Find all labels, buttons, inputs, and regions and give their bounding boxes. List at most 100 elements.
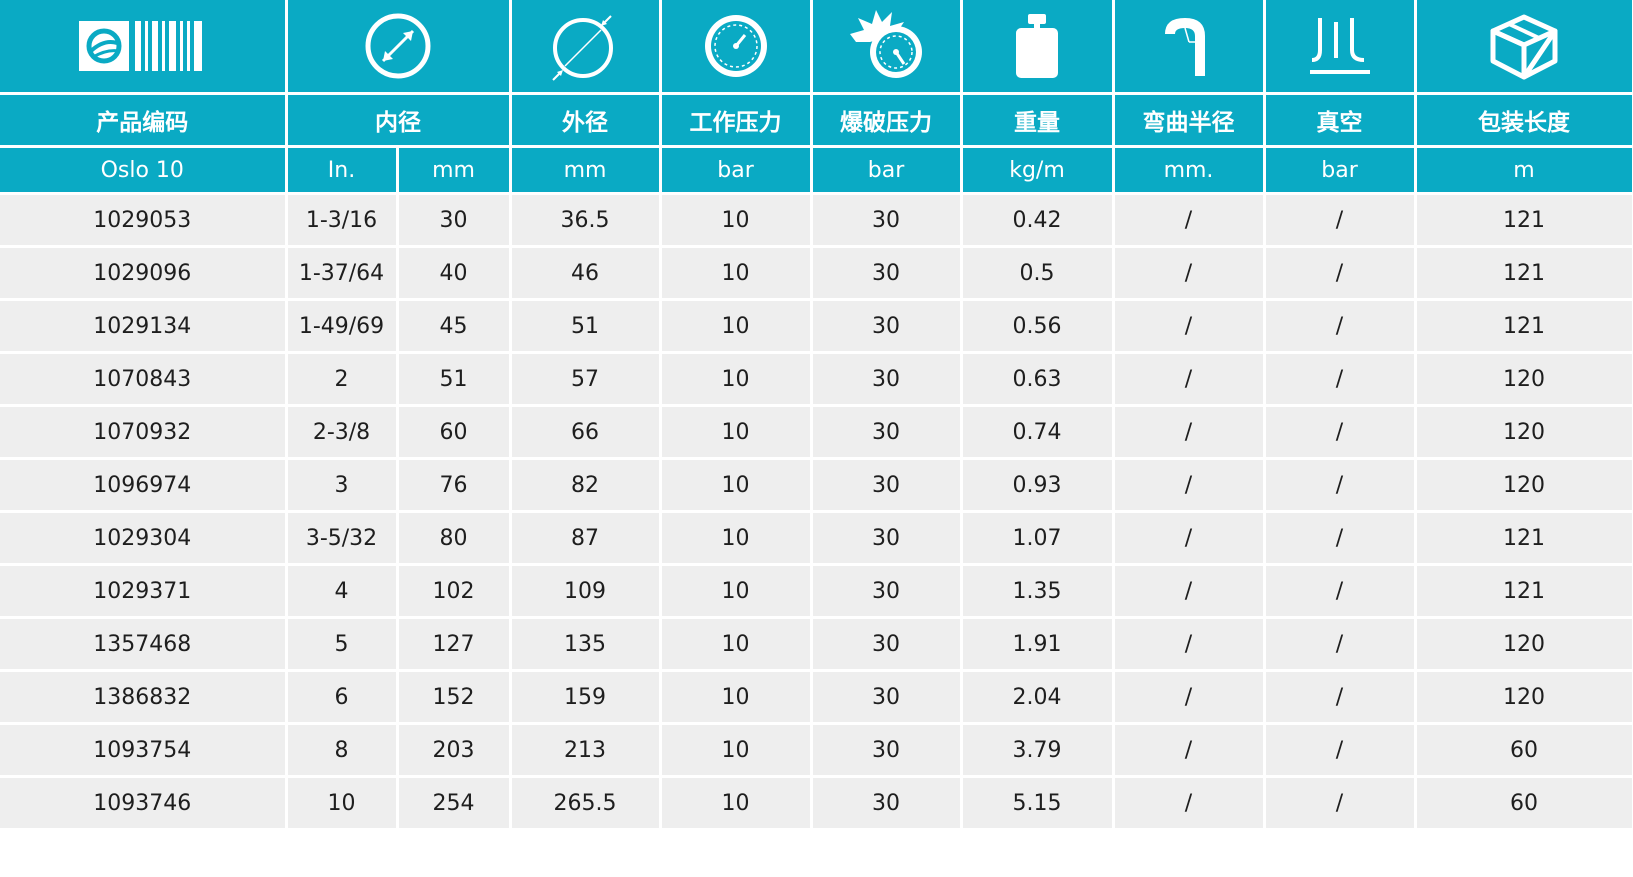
header-bend-radius: 弯曲半径	[1111, 92, 1266, 148]
cell-id-mm: 152	[395, 669, 512, 725]
cell-od: 109	[508, 563, 662, 619]
cell-weight: 0.74	[959, 404, 1115, 460]
cell-bend-radius: /	[1111, 616, 1266, 672]
cell-code: 1386832	[0, 669, 288, 725]
bend-radius-icon	[1116, 0, 1261, 91]
cell-weight: 0.56	[959, 298, 1115, 354]
vacuum-icon	[1267, 0, 1412, 91]
table-row: 1093746 10 254 265.5 10 30 5.15//60	[0, 775, 1633, 831]
cell-id-mm: 40	[395, 245, 512, 301]
cell-vacuum: /	[1262, 722, 1417, 778]
cell-code: 1029371	[0, 563, 288, 619]
cell-code: 1070843	[0, 351, 288, 407]
cell-weight: 5.15	[959, 775, 1115, 831]
cell-length: 120	[1413, 669, 1633, 725]
cell-bend-radius: /	[1111, 192, 1266, 248]
cell-length: 120	[1413, 457, 1633, 513]
cell-length: 120	[1413, 404, 1633, 460]
cell-length: 121	[1413, 563, 1633, 619]
cell-weight: 1.35	[959, 563, 1115, 619]
table-row: 1093754 8 203 213 10 30 3.79//60	[0, 722, 1633, 778]
cell-length: 120	[1413, 351, 1633, 407]
unit-length: m	[1413, 145, 1633, 195]
cell-weight: 0.63	[959, 351, 1115, 407]
header-outer-diameter: 外径	[508, 92, 662, 148]
cell-code: 1029053	[0, 192, 288, 248]
package-box-icon	[1418, 0, 1630, 91]
unit-model: Oslo 10	[0, 145, 288, 195]
cell-bend-radius: /	[1111, 404, 1266, 460]
weight-icon	[964, 0, 1110, 91]
weight-icon-cell	[959, 0, 1115, 95]
barcode-icon	[0, 0, 283, 91]
cell-burst-pressure: 30	[809, 457, 963, 513]
cell-length: 121	[1413, 298, 1633, 354]
cell-code: 1357468	[0, 616, 288, 672]
cell-code: 1096974	[0, 457, 288, 513]
cell-vacuum: /	[1262, 192, 1417, 248]
cell-burst-pressure: 30	[809, 298, 963, 354]
cell-burst-pressure: 30	[809, 510, 963, 566]
cell-code: 1093746	[0, 775, 288, 831]
cell-length: 121	[1413, 510, 1633, 566]
cell-id-in: 10	[284, 775, 399, 831]
cell-bend-radius: /	[1111, 510, 1266, 566]
cell-burst-pressure: 30	[809, 404, 963, 460]
icon-row	[0, 0, 1633, 95]
cell-vacuum: /	[1262, 510, 1417, 566]
table-row: 1070932 2-3/8 60 66 10 30 0.74//120	[0, 404, 1633, 460]
cell-id-mm: 102	[395, 563, 512, 619]
outer-diameter-icon-cell	[508, 0, 662, 95]
cell-working-pressure: 10	[658, 351, 813, 407]
cell-length: 121	[1413, 192, 1633, 248]
cell-id-mm: 76	[395, 457, 512, 513]
cell-od: 87	[508, 510, 662, 566]
cell-id-in: 1-3/16	[284, 192, 399, 248]
header-burst-pressure: 爆破压力	[809, 92, 963, 148]
cell-bend-radius: /	[1111, 722, 1266, 778]
cell-bend-radius: /	[1111, 351, 1266, 407]
cell-weight: 3.79	[959, 722, 1115, 778]
table-row: 1386832 6 152 159 10 30 2.04//120	[0, 669, 1633, 725]
title-row: 产品编码 内径 外径 工作压力 爆破压力 重量 弯曲半径 真空 包装长度	[0, 92, 1633, 148]
cell-burst-pressure: 30	[809, 722, 963, 778]
header-working-pressure: 工作压力	[658, 92, 813, 148]
unit-weight: kg/m	[959, 145, 1115, 195]
cell-length: 120	[1413, 616, 1633, 672]
header-code: 产品编码	[0, 92, 288, 148]
table-row: 1357468 5 127 135 10 30 1.91//120	[0, 616, 1633, 672]
header-weight: 重量	[959, 92, 1115, 148]
header-vacuum: 真空	[1262, 92, 1417, 148]
cell-weight: 0.42	[959, 192, 1115, 248]
cell-burst-pressure: 30	[809, 775, 963, 831]
cell-vacuum: /	[1262, 351, 1417, 407]
cell-vacuum: /	[1262, 616, 1417, 672]
cell-working-pressure: 10	[658, 669, 813, 725]
cell-od: 66	[508, 404, 662, 460]
cell-vacuum: /	[1262, 457, 1417, 513]
table-row: 1029304 3-5/32 80 87 10 30 1.07//121	[0, 510, 1633, 566]
table-row: 1096974 3 76 82 10 30 0.93//120	[0, 457, 1633, 513]
cell-id-mm: 80	[395, 510, 512, 566]
cell-od: 82	[508, 457, 662, 513]
cell-weight: 2.04	[959, 669, 1115, 725]
cell-od: 265.5	[508, 775, 662, 831]
cell-vacuum: /	[1262, 775, 1417, 831]
vacuum-icon-cell	[1262, 0, 1417, 95]
cell-vacuum: /	[1262, 298, 1417, 354]
unit-working-pressure: bar	[658, 145, 813, 195]
unit-bend-radius: mm.	[1111, 145, 1266, 195]
table-row: 1029134 1-49/69 45 51 10 30 0.56//121	[0, 298, 1633, 354]
cell-od: 57	[508, 351, 662, 407]
cell-code: 1093754	[0, 722, 288, 778]
inner-diameter-icon-cell	[284, 0, 512, 95]
pressure-gauge-icon-cell	[658, 0, 813, 95]
cell-id-in: 3-5/32	[284, 510, 399, 566]
cell-vacuum: /	[1262, 404, 1417, 460]
cell-bend-radius: /	[1111, 457, 1266, 513]
cell-working-pressure: 10	[658, 245, 813, 301]
header-inner-diameter: 内径	[284, 92, 512, 148]
cell-id-in: 8	[284, 722, 399, 778]
cell-vacuum: /	[1262, 669, 1417, 725]
